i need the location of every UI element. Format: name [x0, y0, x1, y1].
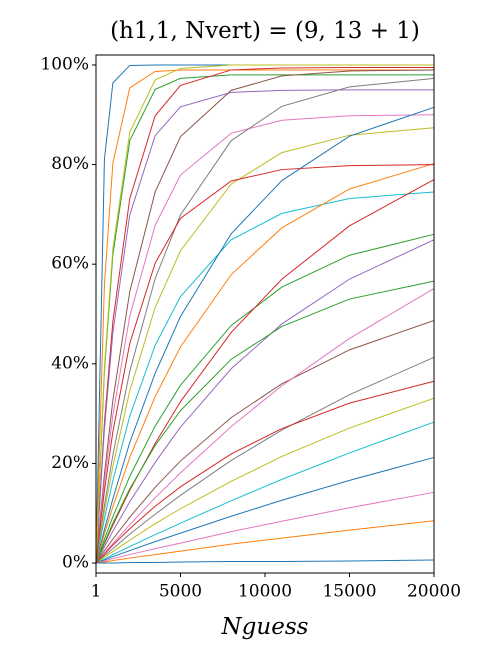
x-tick-label: 10000 — [238, 582, 292, 602]
plot-area — [95, 64, 435, 564]
y-tick-label: 100% — [40, 54, 89, 74]
series-line — [95, 280, 435, 564]
series-line — [95, 77, 435, 564]
series-line — [95, 66, 434, 564]
series-line — [95, 421, 435, 564]
series-line — [96, 559, 435, 564]
series-line — [95, 69, 434, 564]
series-line — [95, 456, 435, 564]
series-line — [95, 163, 435, 564]
series-line — [95, 106, 435, 564]
chart-title: (h1,1, Nvert) = (9, 13 + 1) — [110, 18, 420, 44]
series-line — [95, 114, 435, 564]
series-line — [95, 397, 435, 564]
series-line — [95, 127, 435, 564]
series-line — [95, 239, 435, 564]
series-line — [95, 179, 435, 564]
x-tick-label: 15000 — [322, 582, 376, 602]
series-line — [95, 191, 435, 564]
series-line — [95, 64, 434, 564]
series-line — [95, 69, 435, 564]
y-tick-label: 80% — [51, 154, 89, 174]
x-axis-label: Nguess — [221, 614, 309, 640]
y-tick-label: 40% — [51, 353, 89, 373]
x-tick-label: 20000 — [407, 582, 461, 602]
x-tick-label: 1 — [91, 582, 102, 602]
series-line — [95, 356, 435, 564]
series-line — [95, 64, 434, 564]
series-line — [95, 319, 435, 564]
series-line — [95, 233, 435, 564]
series-line — [95, 520, 435, 564]
series-line — [95, 288, 435, 564]
series-line — [95, 89, 434, 564]
x-tick-label: 5000 — [159, 582, 202, 602]
y-tick-label: 60% — [51, 254, 89, 274]
series-line — [95, 380, 435, 564]
series-line — [95, 491, 435, 564]
y-tick-label: 20% — [51, 453, 89, 473]
y-tick-label: 0% — [62, 553, 89, 573]
series-line — [95, 164, 435, 564]
